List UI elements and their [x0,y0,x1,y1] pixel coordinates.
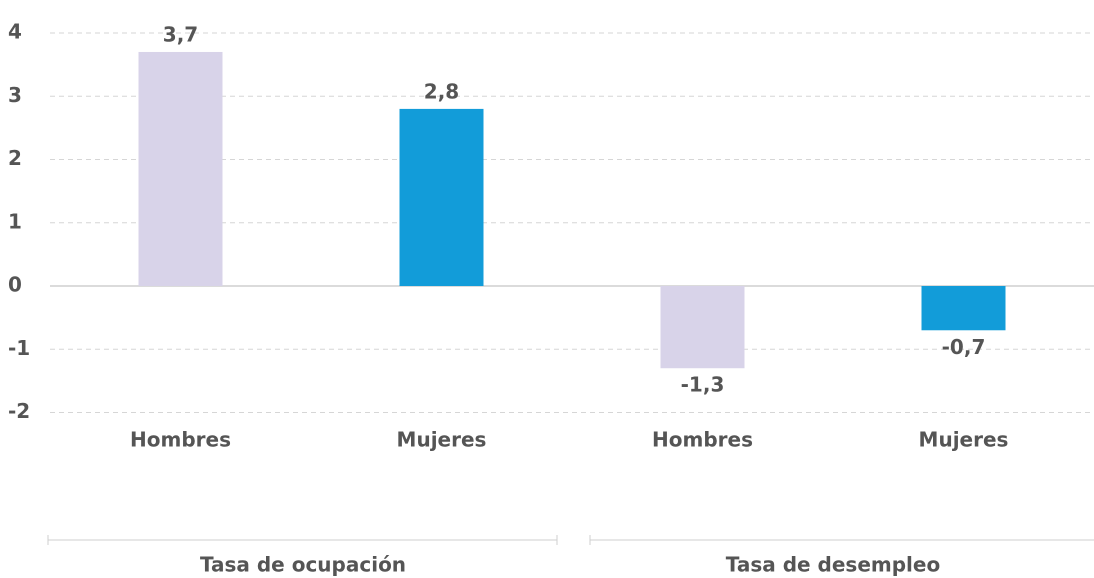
bar [399,108,484,287]
value-label: 3,7 [163,22,198,46]
y-tick-label: 2 [8,146,22,170]
y-tick-label: 3 [8,83,22,107]
y-tick-label: 4 [8,20,22,44]
value-label: -1,3 [681,373,725,397]
x-tick-label: Mujeres [397,428,487,452]
y-tick-label: -2 [8,399,30,423]
x-tick-label: Hombres [652,428,753,452]
y-tick-label: -1 [8,336,30,360]
group-label: Tasa de desempleo [726,553,940,577]
x-tick-label: Mujeres [919,428,1009,452]
y-tick-label: 1 [8,209,22,233]
value-label: -0,7 [942,335,986,359]
x-tick-label: Hombres [130,428,231,452]
bar [138,51,223,286]
bar [660,286,745,369]
y-tick-label: 0 [8,273,22,297]
bar [921,286,1006,331]
group-label: Tasa de ocupación [200,553,406,577]
value-label: 2,8 [424,79,459,103]
